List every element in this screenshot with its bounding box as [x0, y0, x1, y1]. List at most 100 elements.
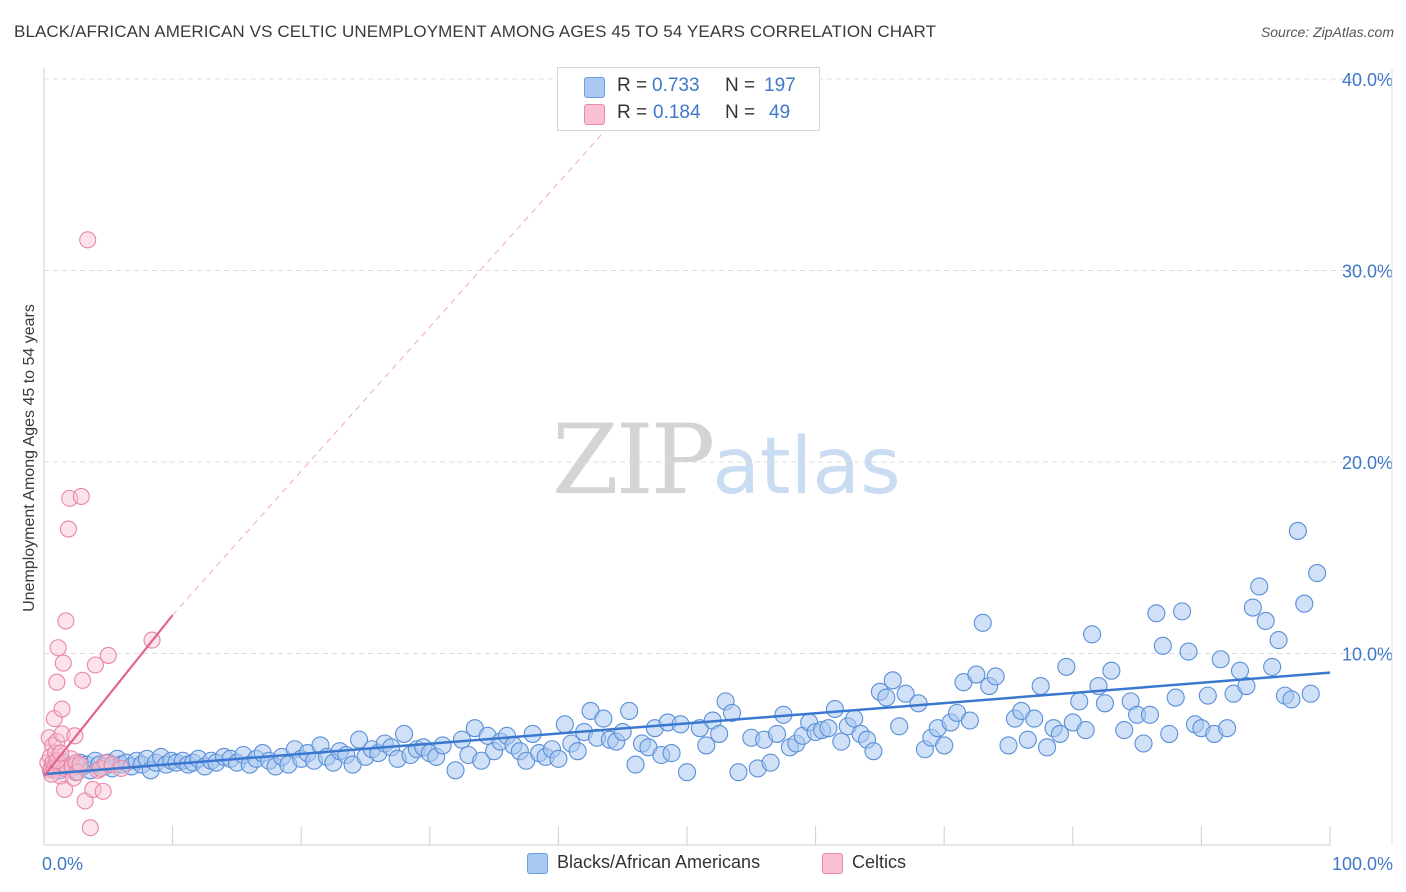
blacks-data-point	[935, 736, 954, 755]
blacks-data-point	[909, 694, 928, 713]
blacks-data-point	[1218, 719, 1237, 738]
blacks-data-point	[883, 671, 902, 690]
blacks-data-point	[1230, 661, 1250, 680]
blacks-data-point	[1295, 594, 1314, 613]
blacks-data-point	[568, 742, 587, 761]
blacks-data-point	[1250, 577, 1269, 596]
blacks-data-point	[1282, 690, 1301, 709]
celtics-data-point	[48, 673, 66, 691]
legend-swatch-celtics	[584, 104, 605, 125]
chart-title: BLACK/AFRICAN AMERICAN VS CELTIC UNEMPLO…	[14, 22, 937, 41]
legend-n-label: N =	[725, 75, 756, 96]
blacks-data-point	[697, 736, 716, 755]
celtics-data-point	[53, 725, 71, 743]
blacks-data-point	[1153, 636, 1172, 655]
blacks-data-point	[1095, 694, 1114, 713]
celtics-data-point	[53, 700, 71, 718]
blacks-data-point	[1269, 631, 1288, 650]
celtics-data-point	[49, 639, 67, 657]
blacks-data-point	[1140, 705, 1160, 724]
legend-box: R = 0.733 N = 197 R = 0.184 N = 49	[557, 67, 820, 131]
celtics-data-point	[97, 754, 115, 772]
blacks-data-point	[825, 699, 844, 719]
blacks-data-point	[662, 744, 681, 763]
celtics-data-point	[71, 756, 89, 774]
blacks-data-point	[620, 701, 639, 721]
blacks-data-point	[613, 722, 632, 742]
blacks-data-point	[877, 688, 896, 707]
bottom-legend-label-blacks: Blacks/African Americans	[557, 852, 761, 872]
blacks-data-point	[1134, 734, 1153, 753]
celtics-trend-extension	[172, 67, 662, 616]
blacks-data-point	[973, 613, 992, 632]
blacks-data-point	[1160, 724, 1179, 743]
celtics-data-point	[79, 231, 97, 249]
source-label: Source: ZipAtlas.com	[1260, 24, 1394, 40]
blacks-data-point	[1256, 611, 1275, 630]
blacks-data-point	[1025, 709, 1044, 728]
blacks-data-point	[1057, 657, 1076, 676]
watermark-zip: ZIP	[552, 404, 715, 516]
blacks-data-point	[1263, 657, 1282, 676]
blacks-data-point	[433, 736, 452, 755]
blacks-data-point	[626, 755, 645, 774]
y-tick-label: 10.0%	[1342, 645, 1393, 665]
blacks-data-point	[967, 665, 986, 684]
legend-r-label: R =	[617, 75, 648, 96]
x-tick-label: 0.0%	[42, 854, 83, 874]
legend-r-value: 0.733	[652, 75, 700, 96]
blacks-data-point	[1173, 602, 1192, 621]
blacks-data-point	[896, 684, 915, 703]
watermark-atlas: atlas	[712, 422, 901, 512]
y-tick-label: 20.0%	[1342, 453, 1393, 473]
legend-r-label: R =	[617, 102, 648, 123]
blacks-data-point	[761, 753, 780, 772]
watermark: ZIPatlas	[552, 404, 901, 516]
celtics-data-point	[59, 520, 77, 538]
blacks-data-point	[986, 667, 1005, 686]
blacks-data-point	[767, 724, 787, 743]
legend-n-value: 49	[769, 102, 791, 123]
blacks-data-point	[729, 763, 748, 782]
blacks-data-point	[395, 724, 414, 743]
y-tick-label: 30.0%	[1342, 262, 1393, 282]
celtics-data-point	[81, 819, 99, 837]
blacks-data-point	[1179, 642, 1198, 661]
blacks-data-point	[1237, 677, 1256, 696]
blacks-data-point	[845, 709, 864, 728]
blacks-data-point	[999, 736, 1018, 755]
blacks-data-point	[1166, 688, 1185, 707]
celtics-data-point	[54, 654, 72, 672]
blacks-data-point	[1115, 721, 1134, 740]
blacks-data-point	[446, 761, 465, 780]
blacks-data-point	[960, 711, 979, 730]
blacks-data-point	[549, 749, 568, 768]
blacks-data-point	[594, 709, 613, 728]
celtics-data-point	[72, 487, 90, 506]
legend-swatch-blacks	[584, 77, 605, 98]
bottom-legend-label-celtics: Celtics	[852, 852, 907, 872]
blacks-data-point	[472, 751, 491, 770]
celtics-data-point	[86, 656, 104, 674]
blacks-data-point	[1050, 724, 1069, 743]
blacks-data-point	[1198, 686, 1217, 705]
blacks-data-point	[1038, 738, 1057, 757]
blacks-data-point	[1076, 721, 1095, 740]
blacks-data-point	[722, 703, 742, 722]
celtics-trend-line	[43, 614, 174, 777]
blacks-data-point	[1288, 521, 1307, 540]
x-tick-label: 100.0%	[1332, 854, 1393, 874]
blacks-data-point	[819, 719, 838, 738]
celtics-data-point	[94, 782, 112, 800]
blacks-data-point	[555, 715, 574, 734]
blacks-data-point	[1031, 677, 1050, 696]
celtics-data-point	[99, 646, 117, 664]
blacks-data-point	[1018, 730, 1037, 749]
bottom-legend-swatch-blacks	[527, 853, 548, 874]
blacks-data-point	[710, 724, 729, 743]
blacks-data-point	[677, 763, 697, 782]
blacks-data-point	[1070, 692, 1089, 711]
blacks-data-point	[890, 717, 909, 736]
blacks-data-point	[832, 732, 851, 751]
